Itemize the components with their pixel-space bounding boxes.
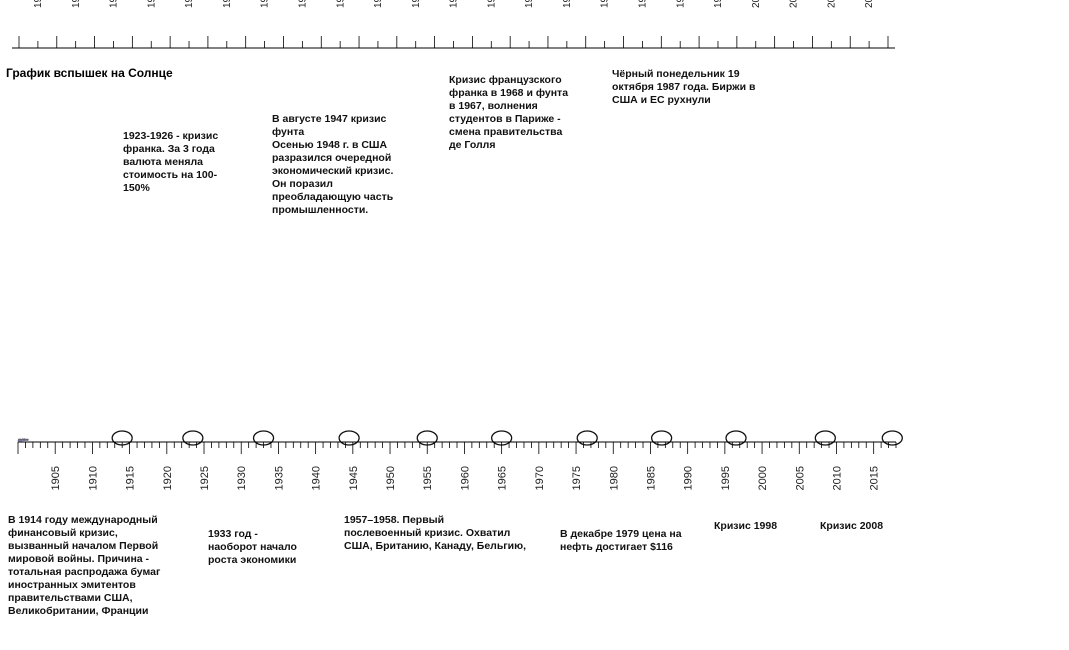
x-tick-label: 1915 bbox=[125, 466, 137, 490]
x-tick-label: 1960 bbox=[459, 466, 471, 490]
top-tick-label: 19 bbox=[33, 0, 44, 8]
top-tick-label: 19 bbox=[222, 0, 233, 8]
top-tick-label: 19 bbox=[297, 0, 308, 8]
x-tick-label: 1985 bbox=[645, 466, 657, 490]
top-tick-label: 19 bbox=[562, 0, 573, 8]
top-tick-label: 19 bbox=[146, 0, 157, 8]
x-tick-label: 1910 bbox=[87, 466, 99, 490]
top-tick-label: 19 bbox=[71, 0, 82, 8]
top-tick-label: 19 bbox=[109, 0, 120, 8]
top-tick-label: 20 bbox=[864, 0, 875, 8]
x-tick-label: 2015 bbox=[869, 466, 881, 490]
minimum-circle bbox=[650, 430, 673, 446]
x-tick-label: 1990 bbox=[683, 466, 695, 490]
top-tick-label: 19 bbox=[486, 0, 497, 8]
minimum-circle bbox=[182, 430, 204, 446]
annotation-1987: Чёрный понедельник 19 октября 1987 года.… bbox=[612, 68, 756, 106]
minimum-circle bbox=[725, 430, 747, 446]
x-tick-label: 1945 bbox=[348, 466, 360, 490]
top-tick-label: 19 bbox=[524, 0, 535, 8]
top-tick-label: 19 bbox=[675, 0, 686, 8]
top-axis: 19 19 19 19 19 19 19 19 19 19 19 19 19 19 19 19 19 19 19 20… bbox=[12, 0, 895, 49]
top-tick-label: 19 bbox=[373, 0, 384, 8]
annotation-2008: Кризис 2008 bbox=[820, 520, 884, 532]
minimum-circle bbox=[576, 430, 598, 446]
x-tick-label: 2010 bbox=[831, 466, 843, 490]
x-tick-label: 1935 bbox=[273, 466, 285, 490]
x-tick-label: 1925 bbox=[199, 466, 211, 490]
x-tick-label: 1955 bbox=[422, 466, 434, 490]
annotation-1914: В 1914 году международный финансовый кри… bbox=[8, 514, 161, 617]
x-tick-label: 1965 bbox=[497, 466, 509, 490]
x-tick-label: 1930 bbox=[236, 466, 248, 490]
top-tick-label: 20 bbox=[826, 0, 837, 8]
x-tick-label: 1995 bbox=[720, 466, 732, 490]
x-tick-label: 2005 bbox=[794, 466, 806, 490]
top-tick-label: 20 bbox=[751, 0, 762, 8]
annotation-1933: 1933 год - наоборот начало роста экономи… bbox=[208, 528, 297, 566]
minimum-circle bbox=[338, 430, 360, 446]
annotation-1968: Кризис французского франка в 1968 и фунт… bbox=[449, 74, 569, 151]
x-tick-label: 2000 bbox=[757, 466, 769, 490]
annotation-1979: В декабре 1979 цена на нефть достигает $… bbox=[560, 528, 682, 553]
top-tick-label: 19 bbox=[335, 0, 346, 8]
top-tick-label: 19 bbox=[638, 0, 649, 8]
x-tick-label: 1950 bbox=[385, 466, 397, 490]
minimum-circle bbox=[881, 430, 903, 446]
x-tick-label: 1980 bbox=[608, 466, 620, 490]
annotation-1957: 1957–1958. Первый послевоенный кризис. О… bbox=[344, 514, 527, 552]
top-tick-label: 19 bbox=[411, 0, 422, 8]
x-tick-label: 1940 bbox=[311, 466, 323, 490]
x-tick-label: 1905 bbox=[50, 466, 62, 490]
minimum-circle bbox=[814, 430, 836, 446]
chart-title: График вспышек на Солнце bbox=[6, 66, 173, 80]
annotation-1947: В августе 1947 кризис фунта Осенью 1948 … bbox=[272, 113, 394, 216]
top-tick-label: 20 bbox=[789, 0, 800, 8]
top-tick-label: 19 bbox=[449, 0, 460, 8]
top-tick-label: 19 bbox=[260, 0, 271, 8]
x-tick-label: 1975 bbox=[571, 466, 583, 490]
bottom-axis: 1905 1910 1915 1920 1925 1930 1935 1940 1945 1950… bbox=[17, 441, 897, 490]
top-tick-label: 19 bbox=[713, 0, 724, 8]
circled-minima-layer bbox=[111, 430, 903, 446]
top-tick-label: 19 bbox=[184, 0, 195, 8]
x-tick-label: 1920 bbox=[162, 466, 174, 490]
top-tick-label: 19 bbox=[600, 0, 611, 8]
x-tick-label: 1970 bbox=[534, 466, 546, 490]
annotation-1923: 1923-1926 - кризис франка. За 3 года вал… bbox=[123, 130, 219, 194]
annotation-1998: Кризис 1998 bbox=[714, 520, 778, 532]
